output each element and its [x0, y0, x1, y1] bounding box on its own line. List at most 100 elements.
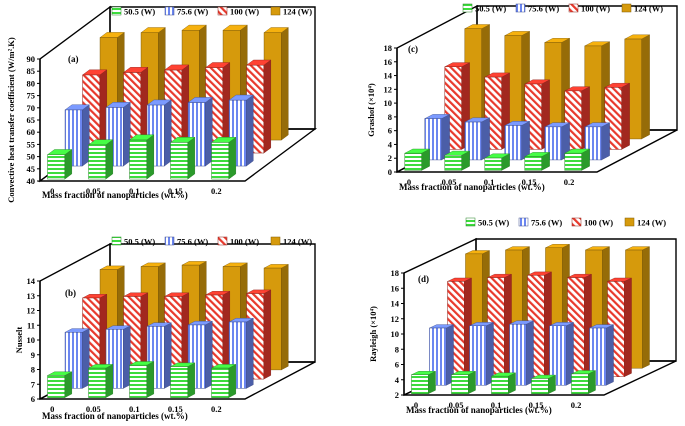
x-tick-label: 0.15	[168, 186, 183, 196]
y-tick-label: 6	[388, 126, 392, 136]
x-tick-label: 0.05	[86, 186, 101, 196]
y-axis-title: Rayleigh (×10⁴)	[368, 306, 378, 362]
x-tick-label: 0	[407, 177, 411, 187]
y-tick-label: 45	[27, 164, 36, 174]
y-tick-label: 60	[27, 127, 36, 137]
legend-label: 75.6 (W)	[528, 4, 559, 14]
legend-label: 100 (W)	[581, 4, 610, 14]
legend-swatch	[164, 236, 175, 246]
bar-front	[47, 375, 66, 398]
legend-label: 75.6 (W)	[177, 7, 208, 17]
bar-front	[411, 374, 429, 394]
legend: 50.5 (W) 75.6 (W) 100 (W) 124 (W)	[465, 217, 666, 228]
x-tick-label: 0.1	[484, 177, 495, 187]
y-tick-label: 50	[27, 152, 36, 162]
bar-side	[205, 97, 213, 167]
y-tick-label: 18	[384, 43, 393, 53]
bar-a-s1-c4	[228, 94, 254, 167]
y-tick-label: 6	[395, 360, 399, 370]
y-tick-label: 14	[391, 299, 400, 309]
x-tick-label: 0.1	[491, 400, 502, 410]
y-tick-label: 65	[27, 115, 36, 125]
bar-side	[105, 364, 114, 398]
bar-side	[64, 371, 73, 398]
bar-side	[641, 34, 650, 140]
bar-d-s0-c2	[491, 372, 516, 395]
chart-panel-d: 2 4 6 8 10 12 14 16 18 0 0.05 0.1 0.15 0.2 Mass fracti…	[368, 217, 677, 415]
x-axis-title: Mass fraction of nanoparticles (wt.%)	[42, 411, 188, 421]
panel-label: (d)	[418, 274, 429, 284]
y-tick-label: 2	[388, 153, 392, 163]
y-tick-label: 12	[384, 84, 393, 94]
y-tick-label: 10	[384, 98, 393, 108]
legend-label: 75.6 (W)	[531, 218, 562, 228]
legend-swatch	[217, 236, 228, 246]
bar-side	[246, 94, 254, 167]
bar-side	[228, 136, 237, 180]
bar-side	[205, 320, 213, 389]
bar-b-s0-c3	[170, 362, 196, 398]
bar-d-s1-c2	[509, 320, 534, 386]
bar-d-s1-c3	[549, 322, 574, 386]
legend-swatch	[621, 3, 632, 13]
bar-side	[246, 317, 254, 389]
bar-front	[464, 121, 482, 161]
y-tick-label: 14	[384, 71, 393, 81]
bar-side	[281, 27, 289, 141]
bar-c-s1-c1	[464, 117, 490, 161]
y-axis-title: Convective heat transfer coefficient (W/…	[6, 37, 16, 203]
bar-front	[211, 142, 230, 180]
x-axis-title: Mass fraction of nanoparticles (wt.%)	[406, 405, 552, 415]
bar-a-s0-c1	[87, 139, 114, 180]
y-tick-label: 70	[27, 103, 36, 113]
x-tick-label: 0.2	[564, 177, 575, 187]
bar-side	[228, 364, 237, 398]
bar-front	[404, 152, 422, 171]
bar-c-s0-c4	[564, 148, 590, 171]
bar-front	[444, 155, 462, 171]
bar-side	[624, 277, 632, 378]
y-tick-label: 0	[388, 167, 392, 177]
bar-front	[509, 323, 527, 386]
x-tick-label: 0.05	[449, 400, 464, 410]
bar-side	[164, 322, 172, 389]
x-tick-label: 0.1	[129, 404, 140, 414]
panel-label: (b)	[65, 288, 76, 298]
bar-side	[123, 101, 131, 167]
bar-c-s0-c1	[444, 150, 470, 171]
bar-side	[82, 328, 90, 389]
y-tick-label: 8	[395, 344, 399, 354]
bar-side	[146, 134, 155, 180]
x-axis-title: Mass fraction of nanoparticles (wt.%)	[42, 190, 188, 200]
y-axis-title: Grashof (×10⁴)	[366, 83, 376, 137]
legend-label: 124 (W)	[283, 237, 312, 247]
legend-swatch	[518, 217, 529, 227]
bar-side	[621, 82, 630, 150]
y-tick-label: 90	[27, 54, 36, 64]
y-tick-label: 16	[384, 57, 393, 67]
legend-swatch	[217, 6, 228, 16]
legend-label: 100 (W)	[230, 237, 259, 247]
x-tick-label: 0.2	[571, 400, 582, 410]
legend-label: 50.5 (W)	[475, 4, 506, 14]
bar-front	[524, 156, 542, 171]
bar-d-s1-c1	[469, 322, 494, 386]
y-tick-label: 8	[31, 365, 35, 375]
legend-swatch	[111, 236, 122, 246]
bar-side	[481, 117, 490, 161]
y-tick-label: 2	[395, 390, 399, 400]
legend-label: 100 (W)	[230, 7, 259, 17]
legend-label: 50.5 (W)	[124, 7, 155, 17]
x-tick-label: 0.2	[211, 404, 222, 414]
legend: 50.5 (W) 75.6 (W) 100 (W) 124 (W)	[111, 236, 312, 247]
bar-side	[521, 120, 530, 161]
bar-side	[123, 325, 131, 389]
y-tick-label: 16	[391, 283, 400, 293]
legend-swatch	[568, 3, 579, 13]
x-tick-label: 0.05	[442, 177, 457, 187]
bar-side	[82, 104, 90, 167]
bar-b-s0-c4	[211, 364, 237, 398]
y-axis-title: Nusselt	[14, 327, 24, 354]
